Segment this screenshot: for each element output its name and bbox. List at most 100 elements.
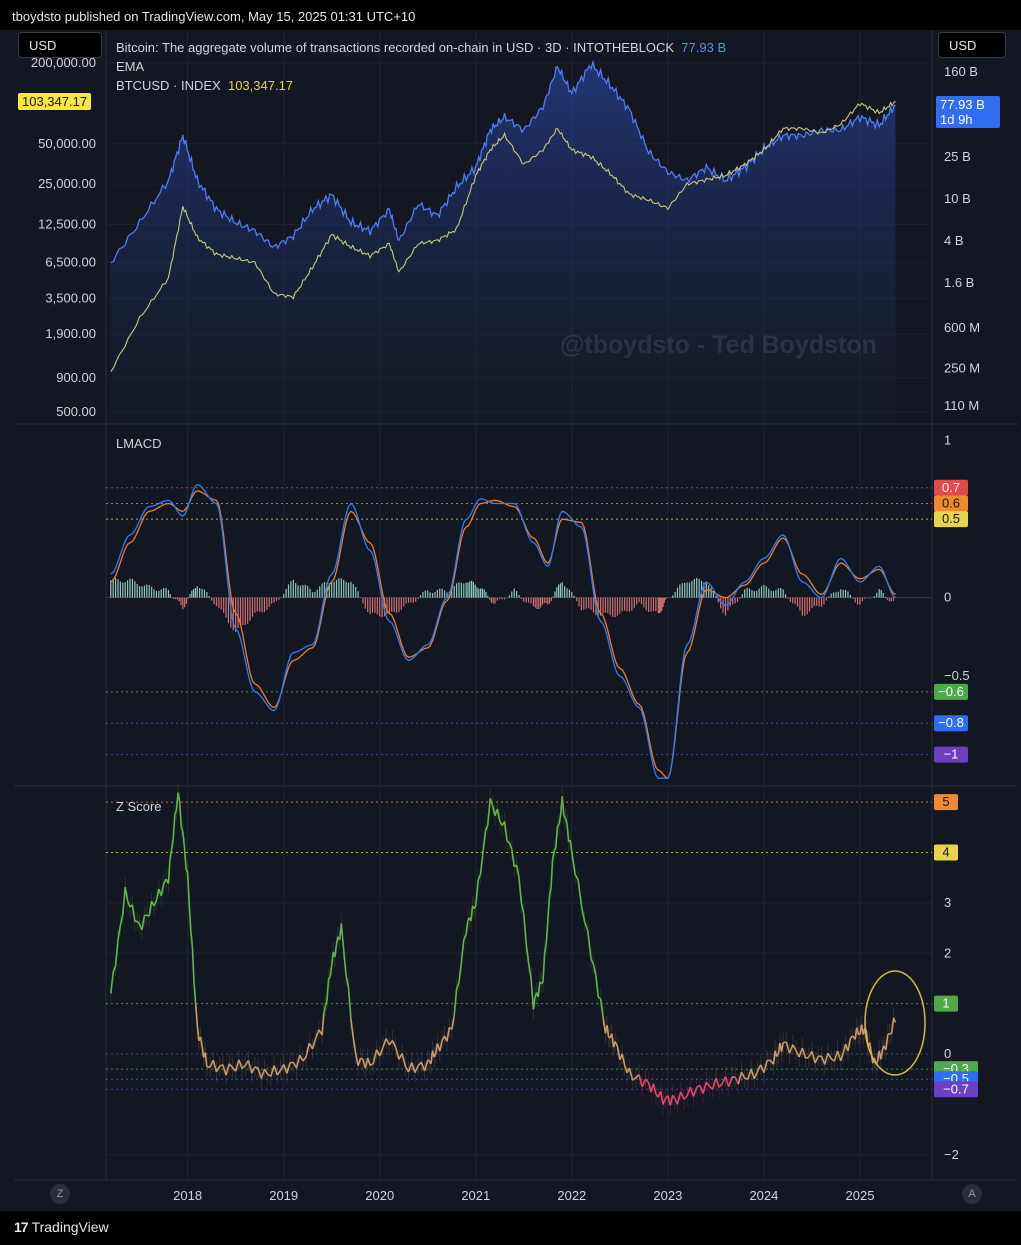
- zscore-line-segment: [148, 900, 153, 917]
- lmacd-level-tag-bg: [934, 683, 968, 700]
- zscore-line-segment: [753, 1071, 759, 1080]
- right-axis-toggle-button[interactable]: A: [962, 1184, 982, 1204]
- zscore-line-segment: [780, 1042, 784, 1052]
- zscore-line-segment: [532, 997, 536, 1010]
- zscore-line-segment: [170, 838, 175, 850]
- zscore-line-segment: [527, 962, 532, 978]
- zscore-line-segment: [511, 848, 515, 868]
- zscore-line-segment: [155, 888, 160, 901]
- left-axis-tick: 12,500.00: [38, 217, 96, 232]
- zscore-line-segment: [369, 1062, 374, 1067]
- zscore-line-segment: [555, 826, 559, 848]
- lmacd-title: LMACD: [116, 436, 162, 451]
- legend-line-3[interactable]: BTCUSD · INDEX 103,347.17: [116, 76, 726, 95]
- zscore-line-segment: [222, 1064, 227, 1076]
- zscore-line-segment: [564, 818, 568, 824]
- zscore-axis-tick: −2: [944, 1147, 959, 1162]
- lmacd-axis-tick: −0.5: [944, 668, 970, 683]
- x-tick-label: 2022: [557, 1188, 586, 1203]
- zscore-line-segment: [839, 1053, 844, 1061]
- zscore-line-segment: [590, 958, 595, 965]
- zscore-line-segment: [702, 1081, 708, 1094]
- left-axis-tick: 500.00: [56, 404, 96, 419]
- zscore-line-segment: [482, 831, 487, 853]
- zscore-line-segment: [647, 1082, 652, 1093]
- zscore-line-segment: [892, 1017, 897, 1023]
- tradingview-brand-text: TradingView: [31, 1219, 109, 1235]
- legend-line-1[interactable]: Bitcoin: The aggregate volume of transac…: [116, 38, 726, 57]
- zscore-line-segment: [350, 1019, 355, 1039]
- currency-left-button[interactable]: USD: [18, 32, 102, 58]
- zscore-line-segment: [450, 1015, 455, 1030]
- zscore-line-segment: [314, 1029, 320, 1039]
- zscore-line-segment: [385, 1038, 391, 1046]
- footer-bar: [0, 1211, 1021, 1245]
- zscore-line-segment: [782, 1041, 787, 1044]
- zscore-line-segment: [352, 1038, 357, 1055]
- zscore-line-segment: [345, 975, 350, 988]
- zscore-line-segment: [868, 1042, 872, 1052]
- zscore-line-segment: [473, 905, 477, 910]
- zscore-line-segment: [172, 814, 176, 839]
- zscore-line-segment: [842, 1043, 847, 1054]
- zscore-line-segment: [785, 1041, 791, 1054]
- zscore-line-segment: [827, 1052, 832, 1060]
- zscore-line-segment: [556, 823, 560, 828]
- zscore-line-segment: [833, 1050, 839, 1062]
- zscore-line-segment: [548, 887, 552, 897]
- zscore-line-segment: [167, 858, 171, 884]
- zscore-line-segment: [621, 1053, 626, 1066]
- zscore-line-segment: [599, 998, 604, 1017]
- zscore-line-segment: [711, 1078, 717, 1090]
- zscore-line-segment: [327, 976, 331, 980]
- tradingview-logo[interactable]: 17 TradingView: [14, 1219, 109, 1235]
- zscore-line-segment: [136, 920, 141, 925]
- legend-line-2[interactable]: EMA: [116, 59, 145, 74]
- zscore-line-segment: [683, 1095, 688, 1100]
- zscore-line-segment: [676, 1091, 682, 1105]
- zscore-line-segment: [401, 1053, 407, 1067]
- zscore-line-segment: [465, 920, 469, 935]
- chart-svg[interactable]: 2018 2019 2020 2021 2022 2023 2024 2025 200,000.…: [14, 30, 1017, 1210]
- lmacd-level-tag-bg: [934, 511, 968, 528]
- currency-right-button[interactable]: USD: [938, 32, 1006, 58]
- chart-area[interactable]: 2018 2019 2020 2021 2022 2023 2024 2025 200,000.…: [14, 30, 1017, 1210]
- zscore-line-segment: [153, 900, 158, 907]
- zscore-line-segment: [342, 950, 347, 977]
- lmacd-level-tag-bg: [934, 479, 968, 496]
- zscore-line-segment: [669, 1095, 674, 1106]
- zscore-line-segment: [463, 933, 467, 941]
- left-axis-toggle-button[interactable]: Z: [50, 1184, 70, 1204]
- zscore-line-segment: [394, 1047, 400, 1060]
- zscore-line-segment: [662, 1098, 667, 1105]
- zscore-line-segment: [486, 798, 491, 826]
- zscore-line-segment: [550, 859, 554, 888]
- zscore-line-segment: [811, 1050, 816, 1064]
- zscore-line-segment: [470, 905, 474, 922]
- zscore-line-segment: [718, 1082, 723, 1088]
- zscore-line-segment: [759, 1064, 765, 1073]
- zscore-line-segment: [756, 1064, 762, 1072]
- zscore-line-segment: [177, 792, 181, 802]
- zscore-line-segment: [201, 1045, 205, 1058]
- tradingview-logo-icon: 17: [14, 1219, 29, 1235]
- zscore-line-segment: [616, 1046, 621, 1060]
- x-tick-label: 2021: [461, 1188, 490, 1203]
- volume-line: [110, 59, 896, 264]
- right-axis-tick: 600 M: [944, 320, 980, 335]
- legend-series-volume: Bitcoin: The aggregate volume of transac…: [116, 40, 675, 55]
- zscore-line-segment: [772, 1050, 776, 1065]
- zscore-line-segment: [477, 873, 482, 881]
- zscore-line-segment: [847, 1038, 852, 1052]
- zscore-line-segment: [563, 814, 567, 819]
- zscore-line-segment: [506, 840, 510, 844]
- zscore-line-segment: [537, 981, 541, 997]
- zscore-line-segment: [169, 849, 173, 859]
- zscore-level-tag: 4: [942, 845, 949, 860]
- zscore-line-segment: [632, 1077, 637, 1081]
- right-axis-tick: 160 B: [944, 64, 978, 79]
- left-axis-tick: 1,900.00: [45, 326, 96, 341]
- zscore-line-segment: [407, 1062, 413, 1073]
- lmacd-level-tag-bg: [934, 495, 968, 512]
- zscore-line-segment: [340, 923, 345, 951]
